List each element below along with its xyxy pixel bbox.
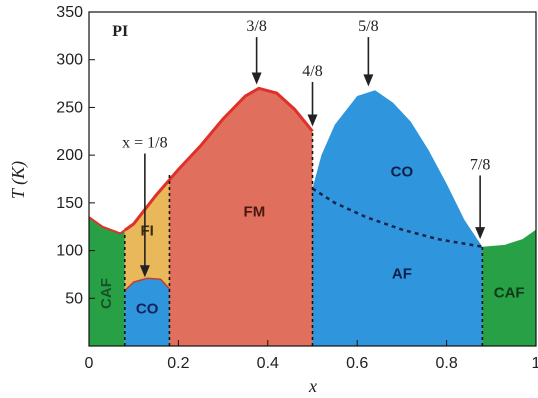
phase-label-caf: CAF	[98, 278, 115, 309]
x-tick-label: 0	[85, 355, 94, 372]
fm-boundary-line	[123, 86, 314, 232]
region-co-high	[312, 90, 483, 247]
annotation-label: 4/8	[302, 63, 322, 80]
annotation-arrow-head	[251, 72, 262, 85]
x-tick-label: 0.2	[167, 355, 189, 372]
phase-label-caf: CAF	[494, 284, 525, 301]
fi-co-boundary-line	[124, 277, 171, 292]
y-tick-label: 50	[65, 290, 83, 307]
annotations: PI 3/8 4/8 5/8 7/8 x = 1/8	[112, 18, 490, 278]
phase-label-fi: FI	[140, 222, 153, 239]
phase-label-co: CO	[391, 163, 414, 180]
y-axis-title: T (K)	[8, 161, 29, 199]
y-tick-label: 200	[56, 147, 83, 164]
y-tick-label: 350	[56, 4, 83, 21]
caf-left-boundary-line	[88, 216, 126, 235]
region-caf-left	[89, 217, 125, 346]
annotation-label: 3/8	[246, 18, 266, 35]
annotation-arrow-head	[139, 265, 150, 278]
annotation-label: 5/8	[358, 18, 378, 35]
annotation-arrow-head	[307, 114, 318, 127]
region-fi	[124, 179, 170, 291]
y-tick-label: 100	[56, 243, 83, 260]
region-caf-right	[482, 229, 536, 346]
y-tick-label: 250	[56, 99, 83, 116]
x-tick-label: 1	[532, 355, 538, 372]
region-af	[312, 188, 483, 346]
region-fm	[169, 88, 313, 346]
x-tick-label: 0.8	[435, 355, 457, 372]
phase-label-af: AF	[392, 265, 412, 282]
axes-frame	[88, 11, 537, 347]
plot-area: CAF CO FI FM CO AF CAF	[88, 86, 536, 346]
annotation-label: PI	[112, 23, 128, 40]
x-tick-label: 0.4	[257, 355, 279, 372]
annotation-arrow-head	[475, 227, 486, 240]
y-tick-label: 150	[56, 195, 83, 212]
x-axis-title: x	[308, 376, 317, 396]
phase-label-fm: FM	[244, 203, 266, 220]
annotation-arrow-head	[363, 74, 374, 87]
region-co-low	[124, 278, 170, 346]
phase-label-co: CO	[136, 301, 159, 318]
annotation-label: x = 1/8	[122, 135, 167, 152]
x-tick-label: 0.6	[346, 355, 368, 372]
annotation-label: 7/8	[470, 156, 490, 173]
y-tick-label: 300	[56, 52, 83, 69]
